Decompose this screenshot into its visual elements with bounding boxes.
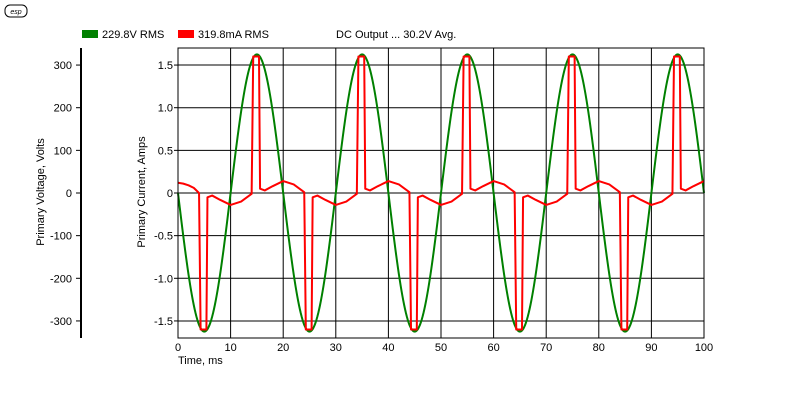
tick-labels: 0 10 20 30 40 50 60 70 80 90 100 1.5 1.0 0.5 0 -0.5 -1.0… xyxy=(50,60,713,354)
x-tick-label: 20 xyxy=(277,342,289,354)
voltage-axis-label: Primary Voltage, Volts xyxy=(35,138,47,246)
current-axis-label: Primary Current, Amps xyxy=(136,136,148,248)
x-tick-label: 40 xyxy=(382,342,394,354)
x-tick-label: 100 xyxy=(695,342,713,354)
voltage-tick-label: 100 xyxy=(54,145,72,157)
dc-output-note: DC Output ... 30.2V Avg. xyxy=(336,29,456,41)
series-layer xyxy=(177,53,705,333)
current-tick-label: 1.5 xyxy=(158,60,173,72)
x-tick-label: 90 xyxy=(645,342,657,354)
esp-logo: esp xyxy=(4,4,28,18)
legend-swatch-voltage xyxy=(82,30,98,38)
x-tick-label: 70 xyxy=(540,342,552,354)
current-tick-label: 0 xyxy=(167,188,173,200)
voltage-tick-label: -200 xyxy=(50,273,72,285)
voltage-tick-label: 300 xyxy=(54,60,72,72)
current-series-line xyxy=(177,55,705,331)
current-tick-label: 0.5 xyxy=(158,145,173,157)
x-tick-label: 0 xyxy=(175,342,181,354)
voltage-tick-label: -100 xyxy=(50,231,72,243)
x-axis-label: Time, ms xyxy=(178,355,223,367)
voltage-tick-label: -300 xyxy=(50,316,72,328)
x-tick-label: 10 xyxy=(224,342,236,354)
x-tick-label: 30 xyxy=(330,342,342,354)
legend: 229.8V RMS 319.8mA RMS DC Output ... 30.… xyxy=(82,29,456,41)
x-tick-label: 80 xyxy=(593,342,605,354)
legend-voltage-label: 229.8V RMS xyxy=(102,29,164,41)
plot-frame xyxy=(177,47,705,339)
voltage-tick-label: 0 xyxy=(66,188,72,200)
voltage-series-line xyxy=(177,53,705,333)
legend-swatch-current xyxy=(178,30,194,38)
x-tick-label: 60 xyxy=(487,342,499,354)
esp-logo-text: esp xyxy=(10,9,21,16)
voltage-tick-label: 200 xyxy=(54,103,72,115)
current-tick-label: -1.0 xyxy=(154,273,173,285)
legend-current-label: 319.8mA RMS xyxy=(198,29,269,41)
current-tick-label: 1.0 xyxy=(158,103,173,115)
current-tick-label: -0.5 xyxy=(154,231,173,243)
x-tick-label: 50 xyxy=(435,342,447,354)
current-tick-label: -1.5 xyxy=(154,316,173,328)
